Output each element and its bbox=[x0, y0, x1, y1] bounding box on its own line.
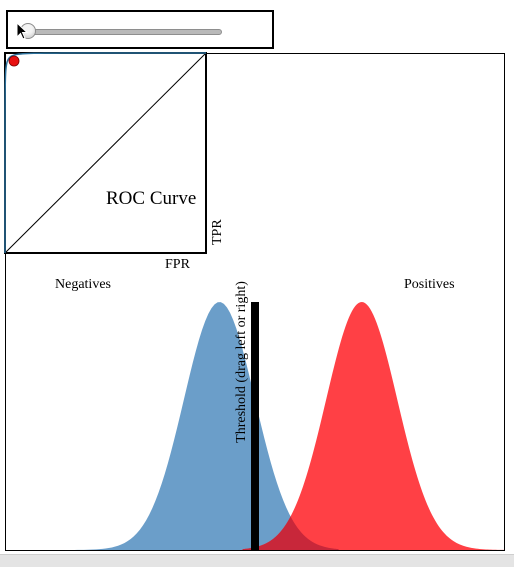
roc-xlabel: FPR bbox=[165, 257, 191, 272]
bottom-scrollbar[interactable] bbox=[0, 554, 514, 567]
roc-operating-point bbox=[8, 55, 20, 67]
threshold-label: Threshold (drag left or right) bbox=[234, 281, 249, 443]
overlap-region bbox=[242, 516, 339, 550]
negatives-label: Negatives bbox=[55, 277, 111, 292]
positives-label: Positives bbox=[404, 277, 455, 292]
roc-diagonal bbox=[4, 52, 207, 254]
positives-distribution bbox=[242, 302, 505, 550]
mouse-cursor-icon bbox=[16, 22, 29, 40]
threshold-slider-panel bbox=[6, 10, 274, 49]
roc-curve bbox=[4, 52, 206, 253]
roc-title: ROC Curve bbox=[106, 188, 196, 209]
roc-ylabel: TPR bbox=[210, 219, 225, 245]
roc-visualization: Negatives Positives Threshold (drag left… bbox=[4, 52, 505, 551]
threshold-bar[interactable] bbox=[251, 302, 259, 551]
